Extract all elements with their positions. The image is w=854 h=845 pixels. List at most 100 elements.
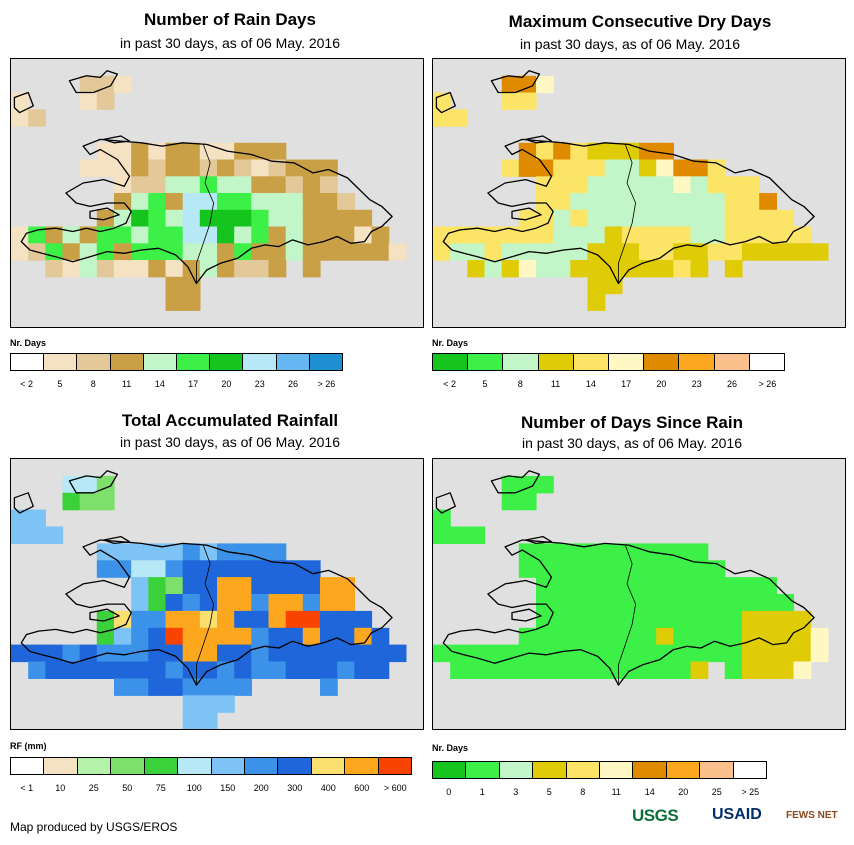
grid-cell — [234, 159, 252, 177]
grid-cell — [302, 209, 321, 228]
legend-swatch — [345, 758, 379, 774]
grid-cell — [217, 678, 235, 696]
grid-cell — [217, 644, 235, 663]
grid-cell — [182, 243, 201, 261]
grid-cell — [337, 610, 355, 629]
grid-cell — [433, 226, 451, 244]
grid-cell — [337, 243, 355, 261]
grid-cell — [217, 543, 235, 561]
grid-cell — [337, 627, 355, 646]
grid-cell — [810, 243, 829, 261]
grid-cell — [182, 193, 201, 211]
grid-cell — [656, 594, 674, 612]
grid-cell — [182, 627, 201, 646]
grid-cell — [165, 543, 184, 561]
grid-cell — [673, 560, 692, 578]
legend-swatch — [466, 762, 500, 778]
grid-cell — [724, 193, 743, 211]
grid-cell — [114, 627, 132, 646]
grid-cell — [536, 644, 554, 663]
grid-cell — [707, 610, 726, 629]
grid-cell — [793, 644, 812, 663]
grid-cell — [707, 193, 726, 211]
grid-cell — [690, 209, 709, 228]
grid-cell — [587, 543, 606, 561]
grid-cell — [656, 627, 674, 646]
grid-cell — [79, 159, 98, 177]
grid-cell — [114, 560, 132, 578]
grid-cell — [656, 610, 674, 629]
legend-swatch — [714, 354, 750, 370]
grid-cell — [759, 610, 777, 629]
grid-cell — [251, 226, 270, 244]
grid-cell — [320, 226, 338, 244]
grid-cell — [793, 627, 812, 646]
grid-cell — [388, 644, 407, 663]
country-border — [618, 144, 636, 284]
grid-cell — [621, 193, 640, 211]
grid-cell — [131, 661, 149, 679]
grid-cell — [302, 176, 321, 194]
grid-cell — [467, 644, 486, 663]
grid-cell — [656, 142, 674, 161]
legend-tick-label: 20 — [678, 787, 689, 797]
grid-cell — [302, 226, 321, 244]
grid-cell — [337, 209, 355, 228]
grid-cell — [604, 209, 623, 228]
panel-subtitle: in past 30 days, as of 06 May. 2016 — [520, 36, 740, 52]
grid-cell — [656, 209, 674, 228]
grid-cell — [268, 644, 287, 663]
grid-cell — [639, 594, 657, 612]
legend-tick-label: 17 — [621, 379, 632, 389]
legend-bar — [10, 757, 412, 775]
grid-cell — [79, 492, 98, 511]
grid-cell — [536, 475, 554, 494]
grid-cell — [690, 644, 709, 663]
grid-cell — [234, 260, 252, 278]
grid-cell — [114, 176, 132, 194]
coastline — [68, 470, 119, 494]
grid-cell — [165, 627, 184, 646]
grid-cell — [467, 226, 486, 244]
grid-cell — [28, 661, 46, 679]
panel-title: Total Accumulated Rainfall — [121, 411, 339, 430]
grid-cell — [79, 226, 98, 244]
legend-tick-label: 14 — [154, 379, 165, 389]
grid-cell — [587, 176, 606, 194]
grid-cell — [553, 644, 571, 663]
grid-cell — [587, 243, 606, 261]
grid-cell — [570, 260, 589, 278]
grid-cell — [285, 226, 304, 244]
legend-swatch — [700, 762, 734, 778]
grid-cell — [656, 577, 674, 595]
grid-cell — [45, 226, 64, 244]
grid-cell — [268, 243, 287, 261]
grid-cell — [656, 226, 674, 244]
grid-cell — [673, 627, 692, 646]
grid-cell — [182, 159, 201, 177]
legend-tick-label: < 2 — [443, 379, 457, 389]
grid-cell — [148, 193, 167, 211]
grid-cell — [371, 644, 390, 663]
grid-cell — [587, 661, 606, 679]
country-border — [196, 144, 214, 284]
legend-tick-label: 17 — [188, 379, 199, 389]
grid-cell — [45, 526, 64, 544]
grid-cell — [199, 243, 218, 261]
grid-cell — [165, 142, 184, 161]
legend-tick-label: > 26 — [317, 379, 336, 389]
grid-cell — [707, 627, 726, 646]
grid-cell — [79, 644, 98, 663]
grid-cell — [62, 243, 81, 261]
grid-cell — [759, 209, 777, 228]
grid-cell — [320, 577, 338, 595]
legend-swatch — [666, 762, 701, 778]
grid-cell — [570, 627, 589, 646]
grid-cell — [656, 560, 674, 578]
grid-cell — [234, 209, 252, 228]
grid-cell — [450, 526, 468, 544]
grid-cell — [810, 627, 829, 646]
usaid-logo: USAID — [712, 806, 762, 823]
grid-cell — [587, 142, 606, 161]
grid-cell — [639, 560, 657, 578]
